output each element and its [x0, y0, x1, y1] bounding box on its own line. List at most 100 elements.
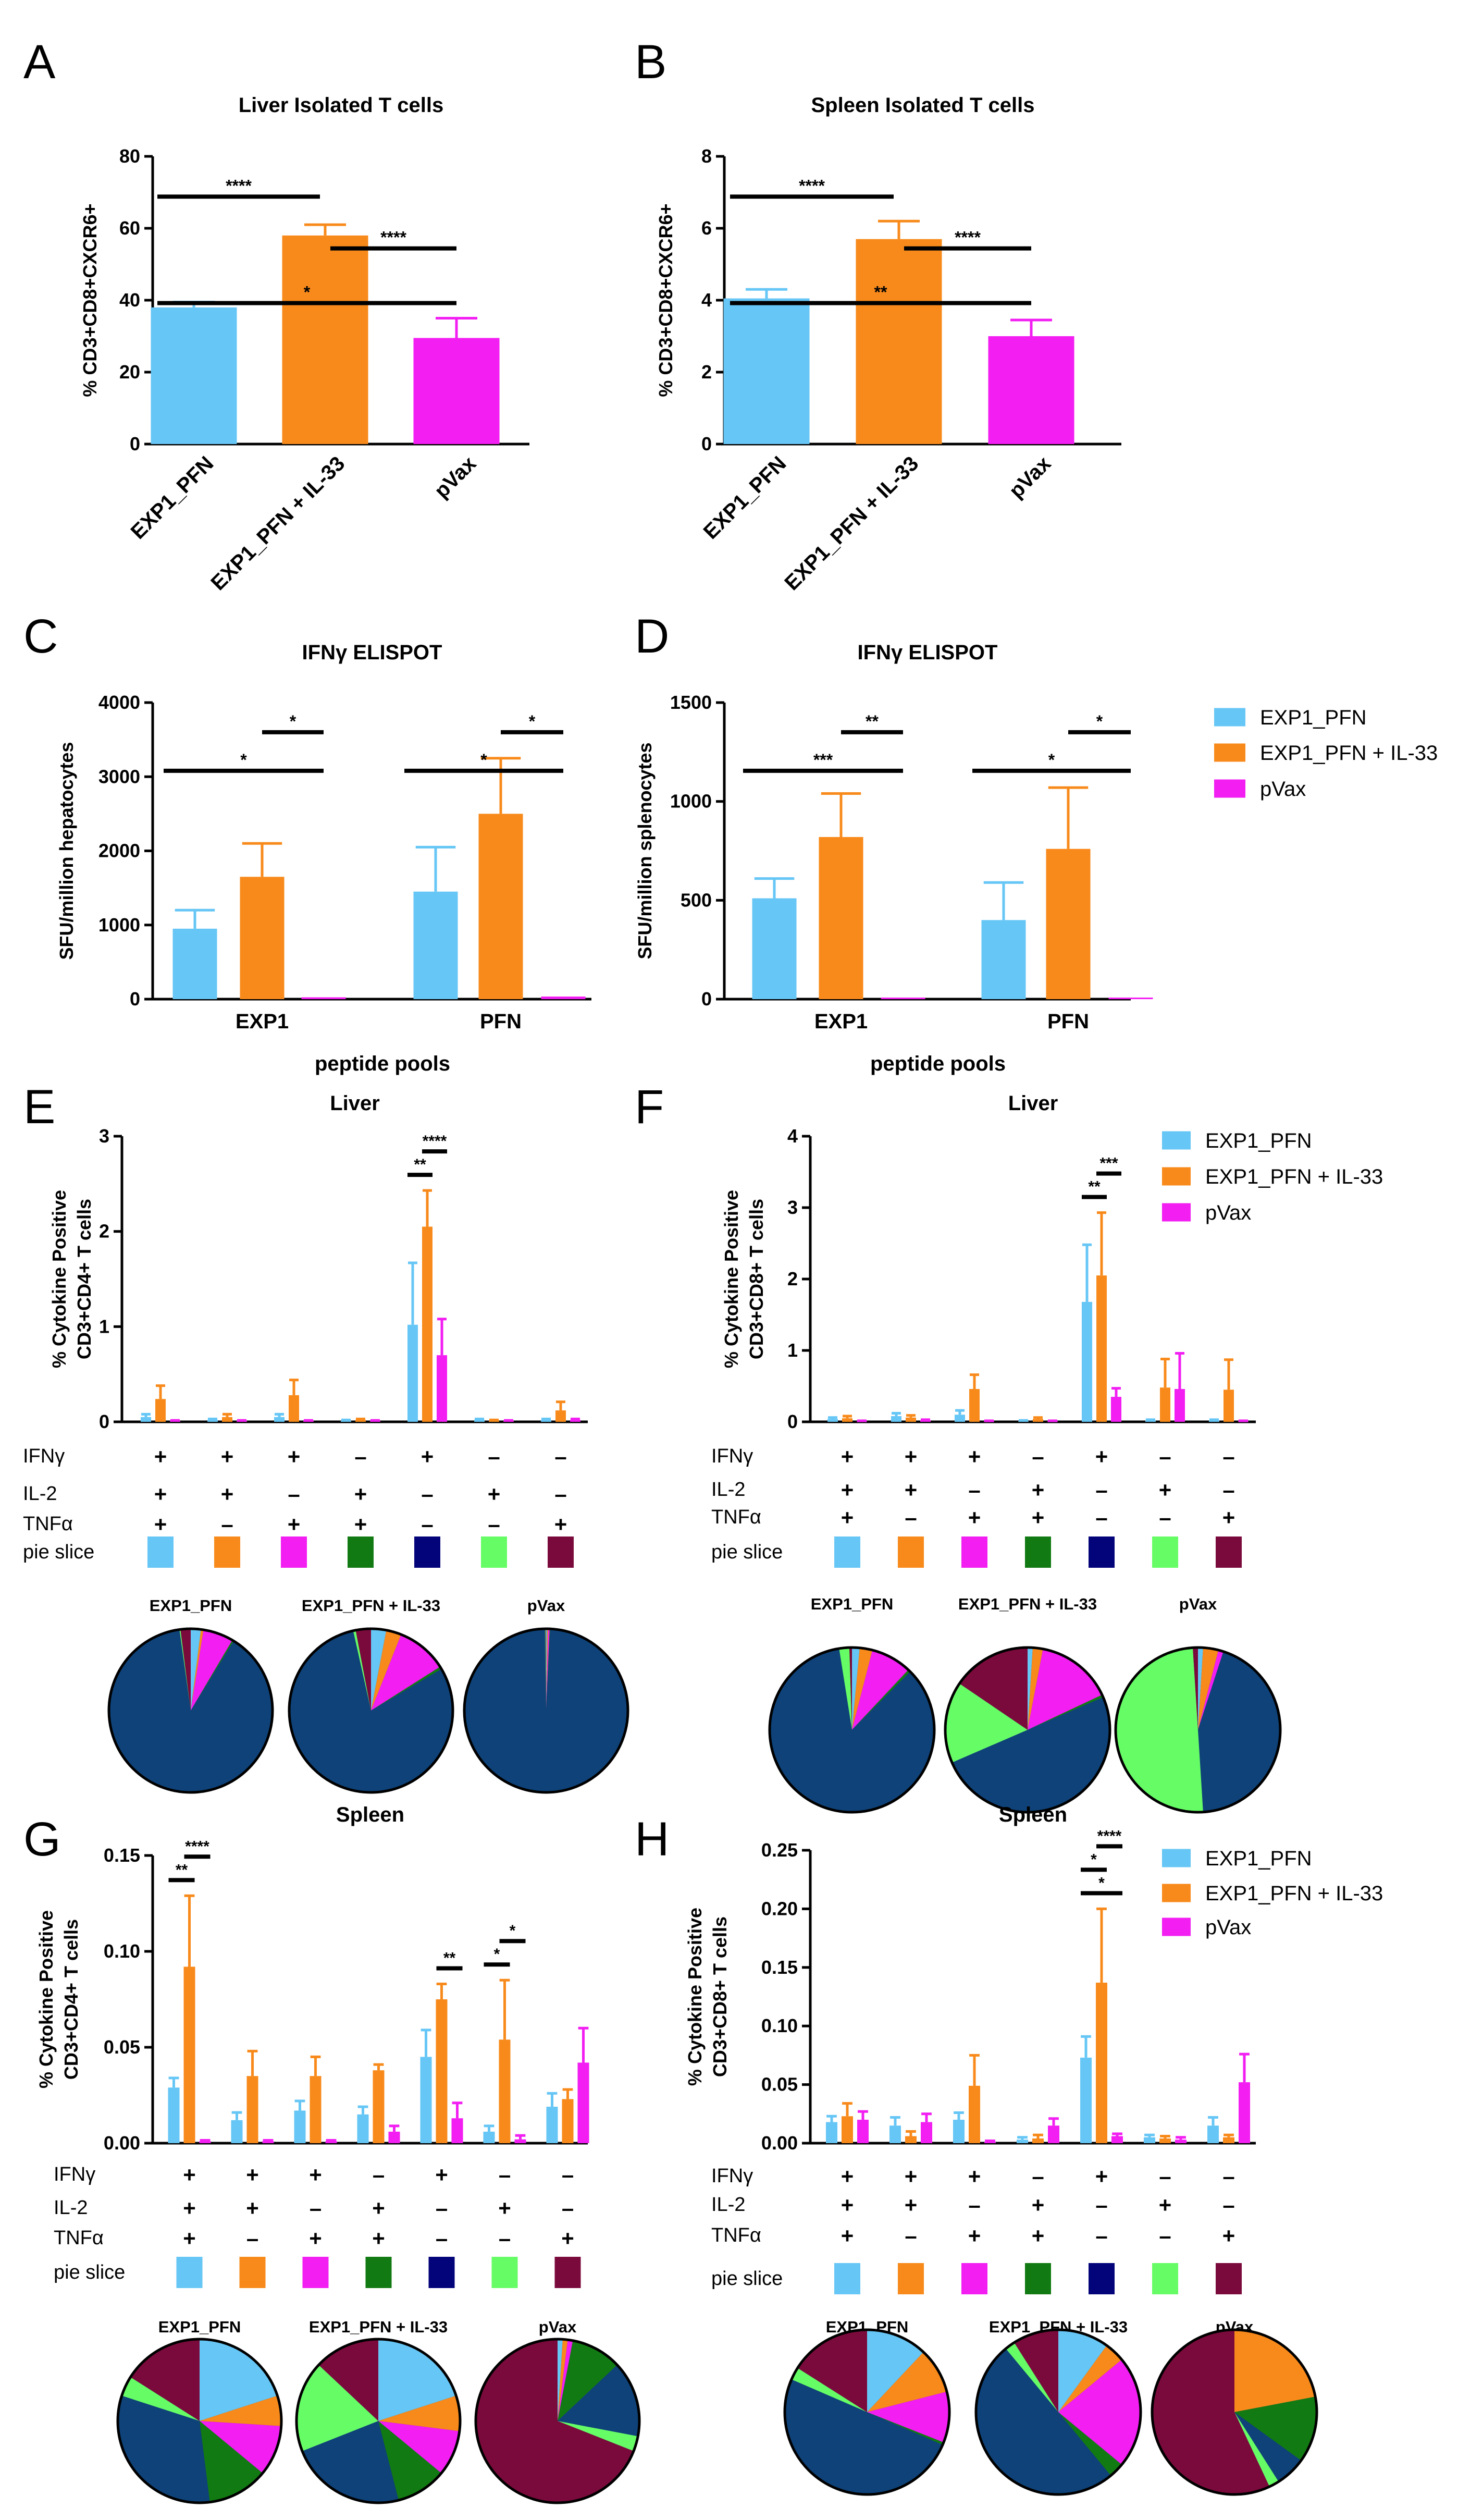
bar-d [981, 920, 1026, 999]
bar-h [857, 2120, 869, 2143]
panel-a: 0 20 40 60 80 Liver Isolated T cells % CD3+CD8… [79, 94, 529, 595]
ifng-sign: + [905, 1444, 918, 1469]
panel-b: 0 2 4 6 8 Spleen Isolated T cells % CD3+CD8+CX… [655, 94, 1121, 595]
y-tick-label: 0.10 [104, 1940, 140, 1962]
pie-slice [1006, 2342, 1058, 2412]
row-label-tnfa: TNFα [711, 2224, 761, 2246]
pie-slice [1028, 1648, 1033, 1730]
bar-f [1175, 1388, 1185, 1422]
pie-slice [1234, 2412, 1279, 2487]
pie-outline [1151, 2328, 1318, 2496]
significance-label: * [304, 283, 311, 302]
il2-sign: – [968, 1478, 980, 1502]
il2-sign: + [154, 1482, 167, 1506]
il2-sign: – [968, 2193, 980, 2217]
y-tick-label: 0 [787, 1411, 798, 1432]
pie-slice [1116, 1648, 1203, 1813]
bar-g [262, 2141, 274, 2143]
significance-label: ** [1088, 1178, 1101, 1196]
pie-slice [191, 1640, 234, 1711]
bar-d [881, 997, 925, 999]
bar-h [1017, 2140, 1028, 2143]
pie-slice-swatch [554, 2257, 581, 2288]
pie-slice [1058, 2359, 1141, 2465]
pie-slice [959, 1648, 1028, 1730]
ifng-sign: + [221, 1444, 234, 1469]
ifng-sign: – [1222, 1444, 1234, 1469]
ifng-sign: + [905, 2164, 918, 2189]
ifng-sign: – [1159, 1444, 1171, 1469]
pie-slice [191, 1629, 204, 1711]
bar-d [1046, 849, 1091, 999]
bar-h [1080, 2057, 1092, 2143]
bar-g [310, 2076, 322, 2143]
y-tick-label: 2 [787, 1268, 798, 1289]
row-label-pie-slice: pie slice [54, 2261, 125, 2283]
bar-e [222, 1417, 232, 1422]
pie-slice [179, 1629, 191, 1711]
pie-slice [121, 2377, 200, 2421]
significance-label: * [1096, 712, 1103, 731]
row-label-pie-slice: pie slice [711, 2268, 783, 2290]
y-axis-label: SFU/million hepatocytes [56, 742, 77, 960]
significance-label: *** [1099, 1155, 1118, 1172]
pie-outline [116, 2338, 283, 2504]
significance-label: * [240, 751, 247, 769]
tnfa-sign: + [154, 1512, 167, 1536]
pie-slice-swatch [961, 2263, 987, 2294]
pie-slice [1198, 1650, 1224, 1730]
legend-swatch [1214, 743, 1245, 762]
bar-g [420, 2057, 432, 2143]
il2-sign: + [498, 2196, 511, 2220]
legend-label: EXP1_PFN + IL-33 [1205, 1165, 1383, 1188]
legend-swatch [1162, 1849, 1191, 1867]
il2-sign: – [554, 1482, 566, 1506]
tnfa-sign: + [554, 1512, 567, 1536]
legend-label: EXP1_PFN [1260, 706, 1367, 729]
tnfa-sign: + [1222, 2223, 1235, 2248]
pie-slice [839, 1648, 852, 1730]
pie-slice [558, 2339, 568, 2421]
pie-slice [797, 2330, 867, 2412]
pie-slice [852, 1669, 910, 1730]
pie-slice [1028, 1649, 1102, 1730]
pie-slice [852, 1648, 873, 1730]
significance-label: ** [866, 712, 879, 731]
x-category-label: pVax [430, 452, 480, 502]
bar-f [1160, 1387, 1170, 1422]
pie-slice [852, 1650, 909, 1730]
y-tick-label: 0.20 [761, 1898, 798, 1919]
y-tick-label: 2 [701, 361, 712, 383]
bar-e [422, 1226, 432, 1422]
tnfa-sign: – [499, 2226, 511, 2251]
y-axis-label: CD3+CD8+ T cells [709, 1916, 731, 2077]
panel-letter: F [635, 1080, 664, 1134]
pie-slice [1014, 2330, 1058, 2412]
bar-b [988, 336, 1074, 444]
bar-e [341, 1421, 351, 1422]
panel-letter: E [23, 1080, 55, 1134]
ifng-sign: + [435, 2162, 448, 2187]
pie-slice-swatch [348, 1536, 374, 1568]
pie-slice [1193, 1648, 1198, 1730]
pie-slice [318, 2339, 378, 2421]
legend-label: EXP1_PFN [1205, 1847, 1312, 1870]
bar-g [483, 2131, 495, 2143]
pie-slice [353, 1630, 371, 1711]
bar-f [1082, 1301, 1092, 1422]
pie-slice [1058, 2330, 1107, 2412]
bar-f [827, 1419, 838, 1422]
y-axis-label: % Cytokine Positive [48, 1190, 70, 1368]
chart-title: IFNγ ELISPOT [302, 641, 442, 664]
bar-g [562, 2099, 574, 2143]
il2-sign: + [372, 2196, 385, 2220]
significance-label: **** [380, 228, 406, 247]
pie-slice-swatch [898, 1536, 924, 1568]
significance-label: **** [185, 1838, 209, 1855]
legend-label: EXP1_PFN + IL-33 [1205, 1882, 1383, 1905]
bar-e [570, 1420, 580, 1422]
y-axis-label: CD3+CD8+ T cells [746, 1199, 767, 1359]
y-tick-label: 1500 [670, 692, 712, 713]
y-axis-label: % Cytokine Positive [721, 1190, 742, 1368]
